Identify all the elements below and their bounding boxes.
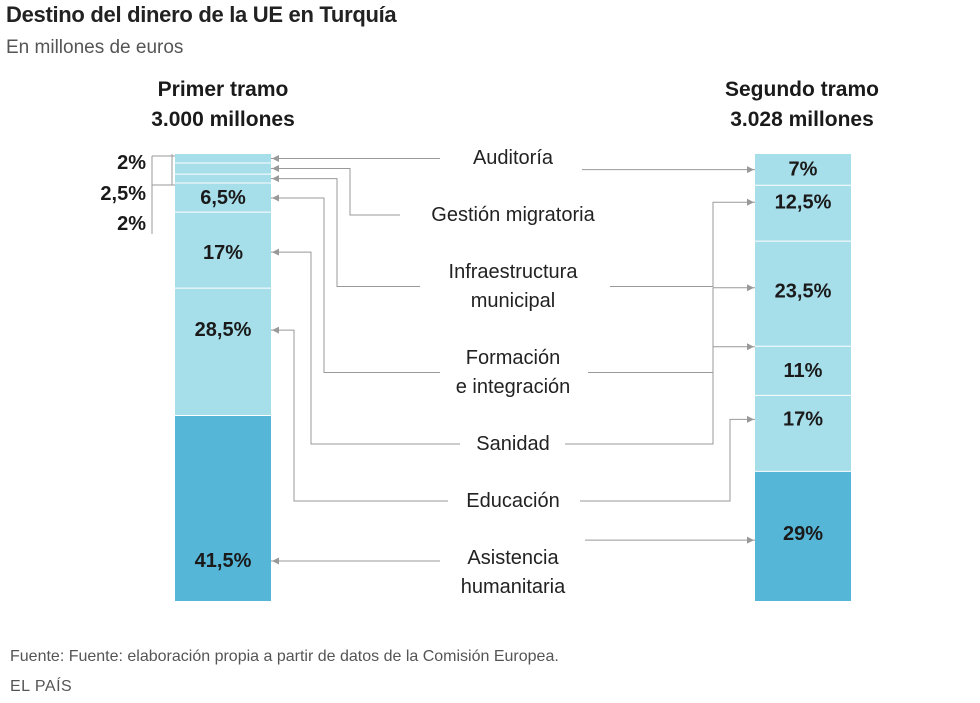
category-label-asistencia-humanitaria: Asistencia humanitaria xyxy=(461,547,566,598)
left-bar-infraestructura-municipal xyxy=(175,174,271,184)
right-series-total: 3.028 millones xyxy=(730,108,874,131)
category-label-sanidad: Sanidad xyxy=(476,433,549,455)
left-bar-formacion-e-integracion xyxy=(175,183,271,213)
chart-subtitle: En millones de euros xyxy=(6,37,184,58)
left-connector-infraestructura-municipal xyxy=(271,178,420,287)
left-connector-arrow-educacion xyxy=(272,326,279,334)
left-connector-formacion-e-integracion xyxy=(271,197,440,373)
right-bar-educacion xyxy=(755,395,851,472)
left-bar-auditoria xyxy=(175,154,271,163)
right-connector-educacion xyxy=(580,418,755,502)
right-value-educacion: 17% xyxy=(783,408,823,430)
left-connector-arrow-gestion-migratoria xyxy=(272,165,279,173)
right-bar-infraestructura-municipal xyxy=(755,185,851,242)
left-connector-arrow-formacion-e-integracion xyxy=(272,194,279,202)
brand-label: EL PAÍS xyxy=(10,678,73,695)
left-small-value-gestion-migratoria: 2,5% xyxy=(100,183,146,205)
right-column-header: Segundo tramo 3.028 millones xyxy=(682,75,922,135)
right-value-infraestructura-municipal: 12,5% xyxy=(775,191,832,213)
left-connector-arrow-sanidad xyxy=(272,248,279,256)
right-connector-infraestructura-municipal xyxy=(610,201,755,287)
right-bar-asistencia-humanitaria xyxy=(755,471,851,601)
right-bar-formacion-e-integracion xyxy=(755,241,851,347)
category-label-formacion-e-integracion: Formación e integración xyxy=(456,347,571,398)
right-value-formacion-e-integracion: 23,5% xyxy=(775,281,832,303)
left-connector-sanidad xyxy=(271,251,460,445)
left-connector-arrow-asistencia-humanitaria xyxy=(272,557,279,565)
right-bar-auditoria xyxy=(755,154,851,186)
left-bar-sanidad xyxy=(175,212,271,289)
right-value-sanidad: 11% xyxy=(784,360,823,382)
left-connector-educacion xyxy=(271,329,448,502)
left-small-value-auditoria: 2% xyxy=(117,152,146,174)
left-bar-gestion-migratoria xyxy=(175,162,271,175)
chart-title: Destino del dinero de la UE en Turquía xyxy=(6,2,397,27)
left-connector-gestion-migratoria xyxy=(271,168,400,216)
right-bar-sanidad xyxy=(755,346,851,396)
left-small-value-infraestructura-municipal: 2% xyxy=(117,213,146,235)
left-bar-educacion xyxy=(175,288,271,416)
right-connector-arrow-auditoria xyxy=(747,166,754,174)
right-series-name: Segundo tramo xyxy=(724,78,879,101)
left-value-sanidad: 17% xyxy=(203,242,243,264)
left-bar-asistencia-humanitaria xyxy=(175,415,271,601)
left-connector-arrow-infraestructura-municipal xyxy=(272,175,279,183)
left-column-header: Primer tramo 3.000 millones xyxy=(103,75,343,135)
right-value-asistencia-humanitaria: 29% xyxy=(783,523,823,545)
right-connector-arrow-educacion xyxy=(747,415,754,423)
category-label-educacion: Educación xyxy=(466,490,559,512)
category-label-infraestructura-municipal: Infraestructura municipal xyxy=(449,261,579,312)
source-note: Fuente: Fuente: elaboración propia a par… xyxy=(10,648,559,665)
right-value-auditoria: 7% xyxy=(789,159,818,181)
left-value-formacion-e-integracion: 6,5% xyxy=(200,187,246,209)
left-series-total: 3.000 millones xyxy=(151,108,295,131)
category-label-auditoria: Auditoría xyxy=(473,147,554,169)
category-label-gestion-migratoria: Gestión migratoria xyxy=(431,204,595,226)
left-connector-arrow-auditoria xyxy=(272,154,279,162)
left-value-educacion: 28,5% xyxy=(195,319,252,341)
left-series-name: Primer tramo xyxy=(157,78,289,101)
right-connector-arrow-infraestructura-municipal xyxy=(747,198,754,206)
right-connector-arrow-asistencia-humanitaria xyxy=(747,536,754,544)
right-connector-sanidad xyxy=(565,346,755,445)
right-connector-arrow-sanidad xyxy=(747,343,754,351)
left-value-asistencia-humanitaria: 41,5% xyxy=(195,550,252,572)
right-connector-formacion-e-integracion xyxy=(588,287,755,373)
right-connector-arrow-formacion-e-integracion xyxy=(747,284,754,292)
